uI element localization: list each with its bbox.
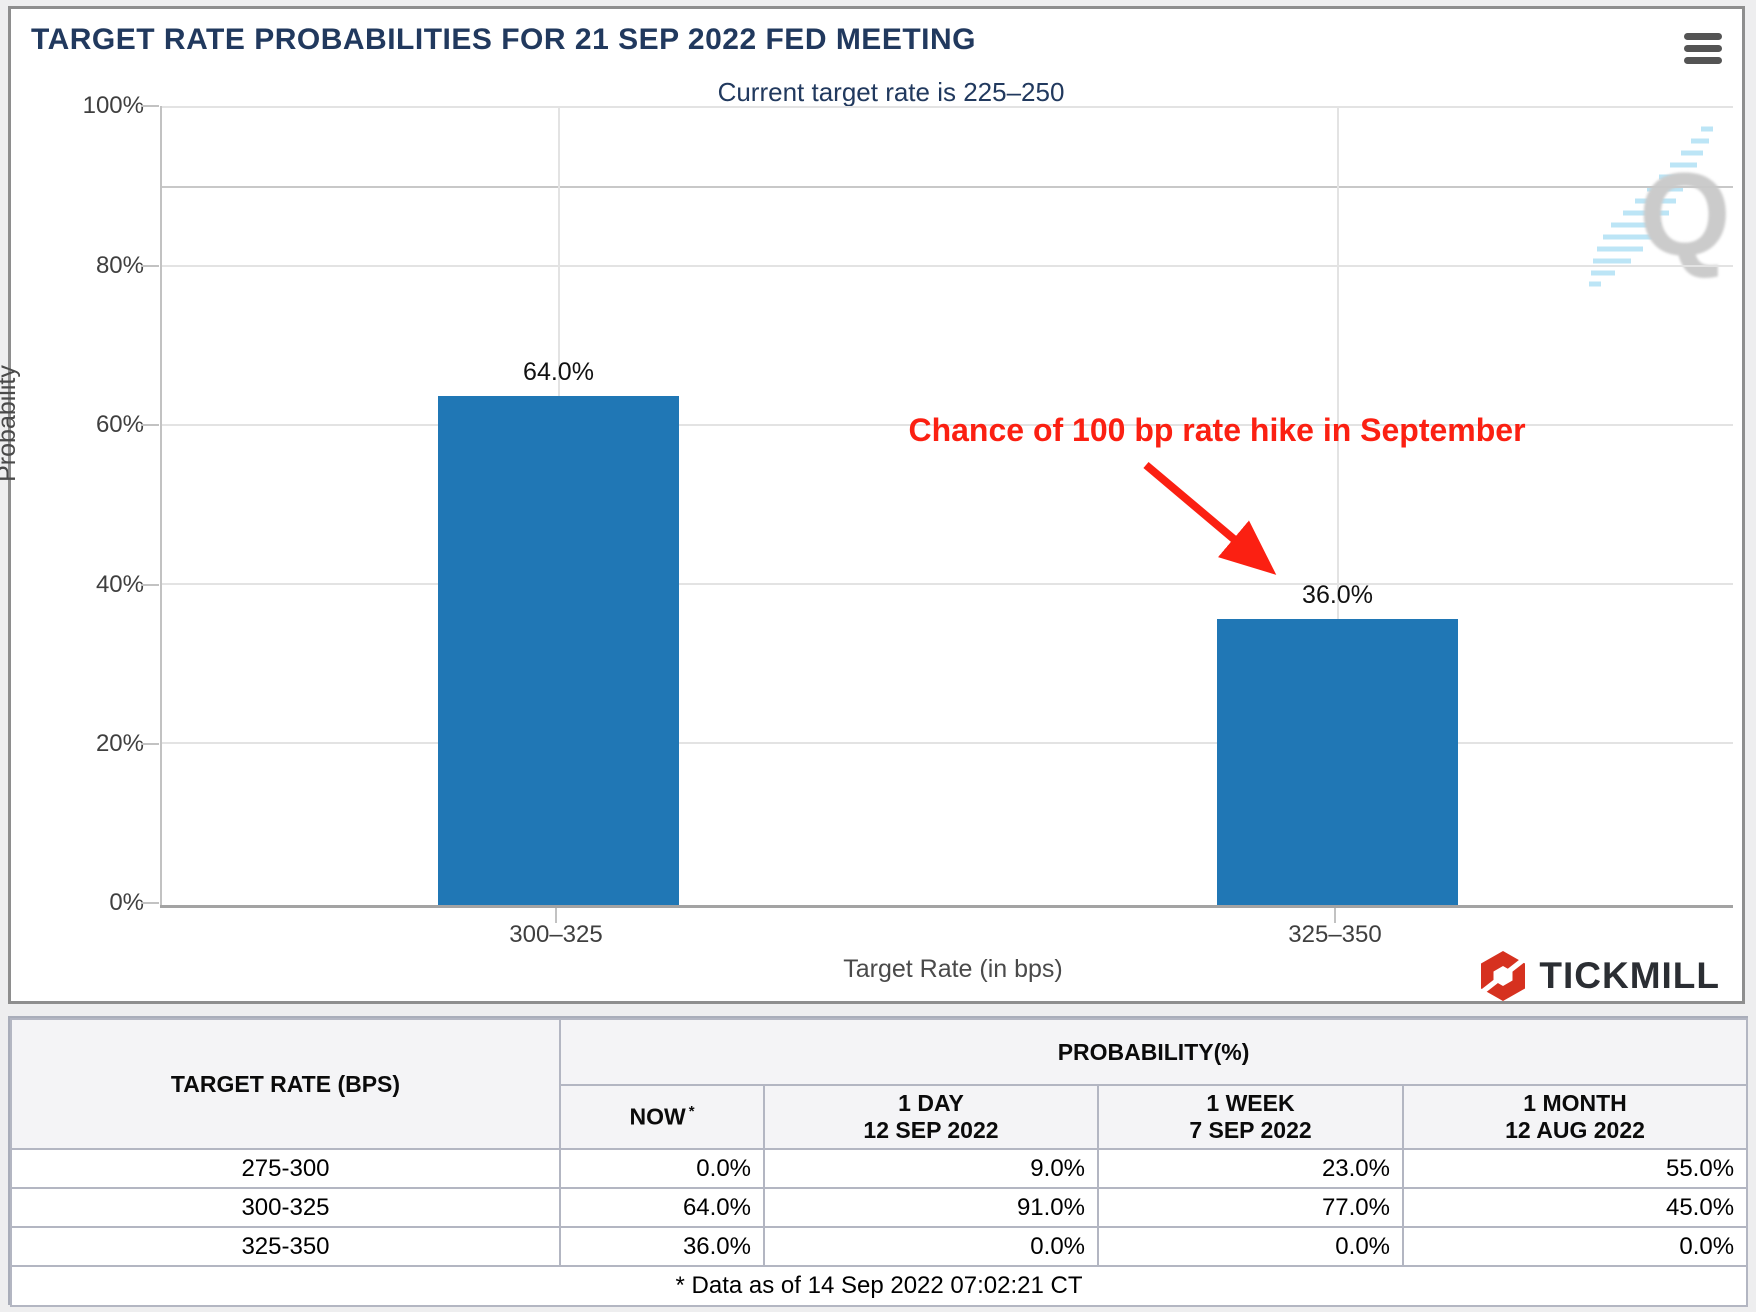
- col-header-1week: 1 WEEK 7 SEP 2022: [1097, 1084, 1404, 1150]
- tickmill-logo: TICKMILL: [1479, 950, 1720, 1002]
- gridline-80: [162, 265, 1733, 267]
- xtick-label-300-325: 300–325: [509, 921, 603, 948]
- gridline-60: [162, 424, 1733, 426]
- hamburger-menu-button[interactable]: [1684, 33, 1722, 65]
- rate-cell: 325-350: [10, 1226, 561, 1267]
- hamburger-icon: [1684, 45, 1722, 52]
- chart-card: TARGET RATE PROBABILITIES FOR 21 SEP 202…: [0, 6, 1745, 1004]
- now-label: NOW: [629, 1103, 686, 1130]
- bar-label: 36.0%: [1302, 580, 1373, 609]
- 1month-label: 1 MONTH: [1523, 1090, 1627, 1116]
- probability-table: TARGET RATE (BPS) PROBABILITY(%) NOW * 1 …: [9, 1018, 1749, 1307]
- ytick-100: 100%: [82, 92, 144, 119]
- rate-cell: 300-325: [10, 1187, 561, 1228]
- y-axis-title: Probability: [0, 365, 21, 482]
- 1month-date: 12 AUG 2022: [1505, 1117, 1645, 1143]
- now-value: 36.0%: [559, 1226, 765, 1267]
- chart-subtitle: Current target rate is 225–250: [717, 77, 1065, 107]
- hamburger-icon: [1684, 57, 1722, 64]
- watermark-q-letter: Q: [1639, 149, 1731, 281]
- x-axis-title: Target Rate (in bps): [843, 955, 1063, 983]
- ytick-20: 20%: [95, 730, 144, 757]
- ytick-80: 80%: [95, 252, 144, 279]
- gridline-90: [162, 186, 1733, 188]
- tickmill-hexagon-icon: [1479, 951, 1528, 1001]
- 1day-value: 9.0%: [763, 1148, 1099, 1189]
- ytick-mark: [141, 584, 159, 586]
- 1week-date: 7 SEP 2022: [1189, 1117, 1312, 1143]
- rate-cell: 275-300: [10, 1148, 561, 1189]
- table-row-300-325: 300-325 64.0% 91.0% 77.0% 45.0%: [10, 1187, 1749, 1228]
- probability-table-card: TARGET RATE (BPS) PROBABILITY(%) NOW * 1 …: [8, 1016, 1749, 1307]
- ytick-40: 40%: [95, 571, 144, 598]
- 1day-value: 91.0%: [763, 1187, 1099, 1228]
- now-value: 64.0%: [559, 1187, 765, 1228]
- col-header-now: NOW *: [559, 1084, 765, 1150]
- group-header-probability: PROBABILITY(%): [558, 1018, 1749, 1086]
- ytick-mark: [141, 902, 159, 904]
- watermark-stripes-icon: [1589, 126, 1713, 287]
- bar-group-325-350: 36.0%: [1217, 581, 1458, 905]
- 1day-date: 12 SEP 2022: [863, 1117, 999, 1143]
- xtick-mark: [1334, 908, 1336, 923]
- annotation-arrow-icon: [1143, 461, 1277, 575]
- now-asterisk: *: [688, 1103, 695, 1121]
- ytick-mark: [141, 105, 159, 107]
- ytick-0: 0%: [109, 889, 144, 916]
- ytick-mark: [141, 743, 159, 745]
- col-header-1month: 1 MONTH 12 AUG 2022: [1401, 1084, 1749, 1150]
- bar-label: 64.0%: [523, 358, 594, 387]
- 1day-label: 1 DAY: [898, 1090, 964, 1116]
- annotation-text: Chance of 100 bp rate hike in September: [908, 412, 1526, 448]
- tickmill-logo-text: TICKMILL: [1539, 955, 1720, 996]
- 1day-value: 0.0%: [763, 1226, 1099, 1267]
- 1week-label: 1 WEEK: [1206, 1090, 1295, 1116]
- x-axis-line: [160, 905, 1733, 908]
- ytick-mark: [141, 265, 159, 267]
- 1week-value: 0.0%: [1097, 1226, 1404, 1267]
- xtick-label-325-350: 325–350: [1288, 921, 1382, 948]
- gridline-20: [162, 742, 1733, 744]
- bar-group-300-325: 64.0%: [438, 358, 679, 905]
- plot-area: 64.0% 36.0%: [160, 106, 1733, 908]
- 1month-value: 45.0%: [1401, 1187, 1749, 1228]
- 1month-value: 55.0%: [1401, 1148, 1749, 1189]
- table-row-275-300: 275-300 0.0% 9.0% 23.0% 55.0%: [10, 1148, 1749, 1189]
- gridline-40: [162, 583, 1733, 585]
- now-value: 0.0%: [559, 1148, 765, 1189]
- bar-325-350[interactable]: [1217, 618, 1458, 905]
- col-header-1day: 1 DAY 12 SEP 2022: [763, 1084, 1099, 1150]
- vgridline-col2: [1337, 106, 1339, 905]
- 1month-value: 0.0%: [1401, 1226, 1749, 1267]
- table-row-325-350: 325-350 36.0% 0.0% 0.0% 0.0%: [10, 1226, 1749, 1267]
- 1week-value: 77.0%: [1097, 1187, 1404, 1228]
- 1week-value: 23.0%: [1097, 1148, 1404, 1189]
- col-header-target-rate: TARGET RATE (BPS): [10, 1018, 561, 1150]
- bar-300-325[interactable]: [438, 396, 679, 905]
- ytick-mark: [141, 424, 159, 426]
- ytick-60: 60%: [95, 411, 144, 438]
- data-as-of-footnote: * Data as of 14 Sep 2022 07:02:21 CT: [9, 1265, 1749, 1307]
- gridline-100: [162, 106, 1733, 108]
- page-title: TARGET RATE PROBABILITIES FOR 21 SEP 202…: [31, 23, 976, 56]
- hamburger-icon: [1684, 33, 1722, 40]
- xtick-mark: [555, 908, 557, 923]
